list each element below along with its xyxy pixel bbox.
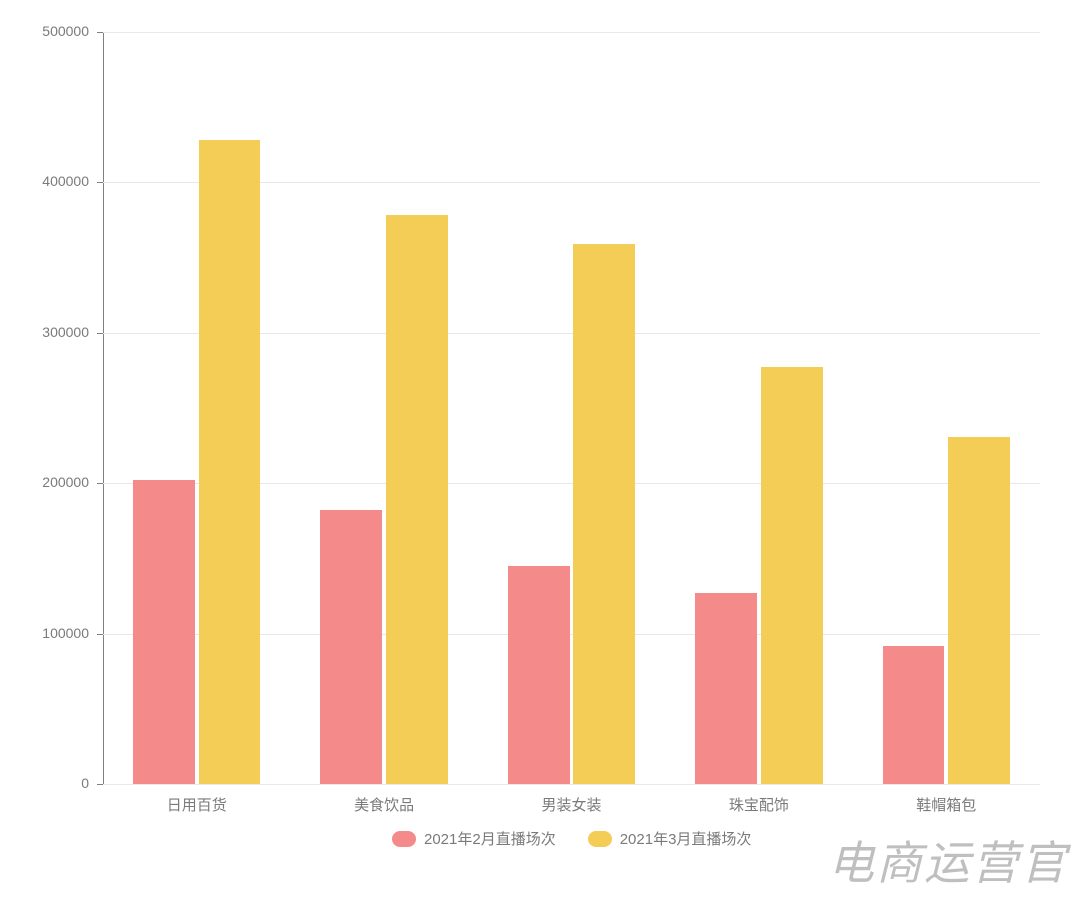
y-axis-tick [97, 483, 103, 484]
watermark-text: 电商运营官 [828, 827, 1068, 893]
legend-marker-icon [588, 831, 612, 847]
legend-label: 2021年3月直播场次 [620, 828, 752, 849]
legend: 2021年2月直播场次 2021年3月直播场次 [392, 828, 751, 849]
bar[interactable] [386, 215, 448, 784]
x-tick-label: 鞋帽箱包 [853, 794, 1040, 815]
legend-label: 2021年2月直播场次 [424, 828, 556, 849]
x-tick-label: 珠宝配饰 [665, 794, 852, 815]
gridline [103, 784, 1040, 785]
y-tick-label: 400000 [0, 173, 89, 189]
gridline [103, 32, 1040, 33]
y-tick-label: 200000 [0, 474, 89, 490]
bar[interactable] [133, 480, 195, 784]
y-axis-tick [97, 634, 103, 635]
y-axis-tick [97, 784, 103, 785]
x-tick-label: 美食饮品 [290, 794, 477, 815]
y-axis-tick [97, 182, 103, 183]
bar[interactable] [761, 367, 823, 784]
legend-item[interactable]: 2021年2月直播场次 [392, 828, 556, 849]
bar[interactable] [573, 244, 635, 784]
y-tick-label: 500000 [0, 23, 89, 39]
y-tick-label: 0 [0, 775, 89, 791]
bar[interactable] [199, 140, 261, 784]
y-tick-label: 100000 [0, 625, 89, 641]
y-axis-line [103, 32, 104, 784]
x-tick-label: 日用百货 [103, 794, 290, 815]
bar[interactable] [695, 593, 757, 784]
bar[interactable] [508, 566, 570, 784]
bar[interactable] [320, 510, 382, 784]
y-axis-tick [97, 333, 103, 334]
x-tick-label: 男装女装 [478, 794, 665, 815]
bar[interactable] [883, 646, 945, 784]
y-axis-tick [97, 32, 103, 33]
legend-marker-icon [392, 831, 416, 847]
y-tick-label: 300000 [0, 324, 89, 340]
chart-container: 0 100000 200000 300000 400000 500000 日用百货美食饮品… [0, 0, 1080, 897]
legend-item[interactable]: 2021年3月直播场次 [588, 828, 752, 849]
bar[interactable] [948, 437, 1010, 784]
